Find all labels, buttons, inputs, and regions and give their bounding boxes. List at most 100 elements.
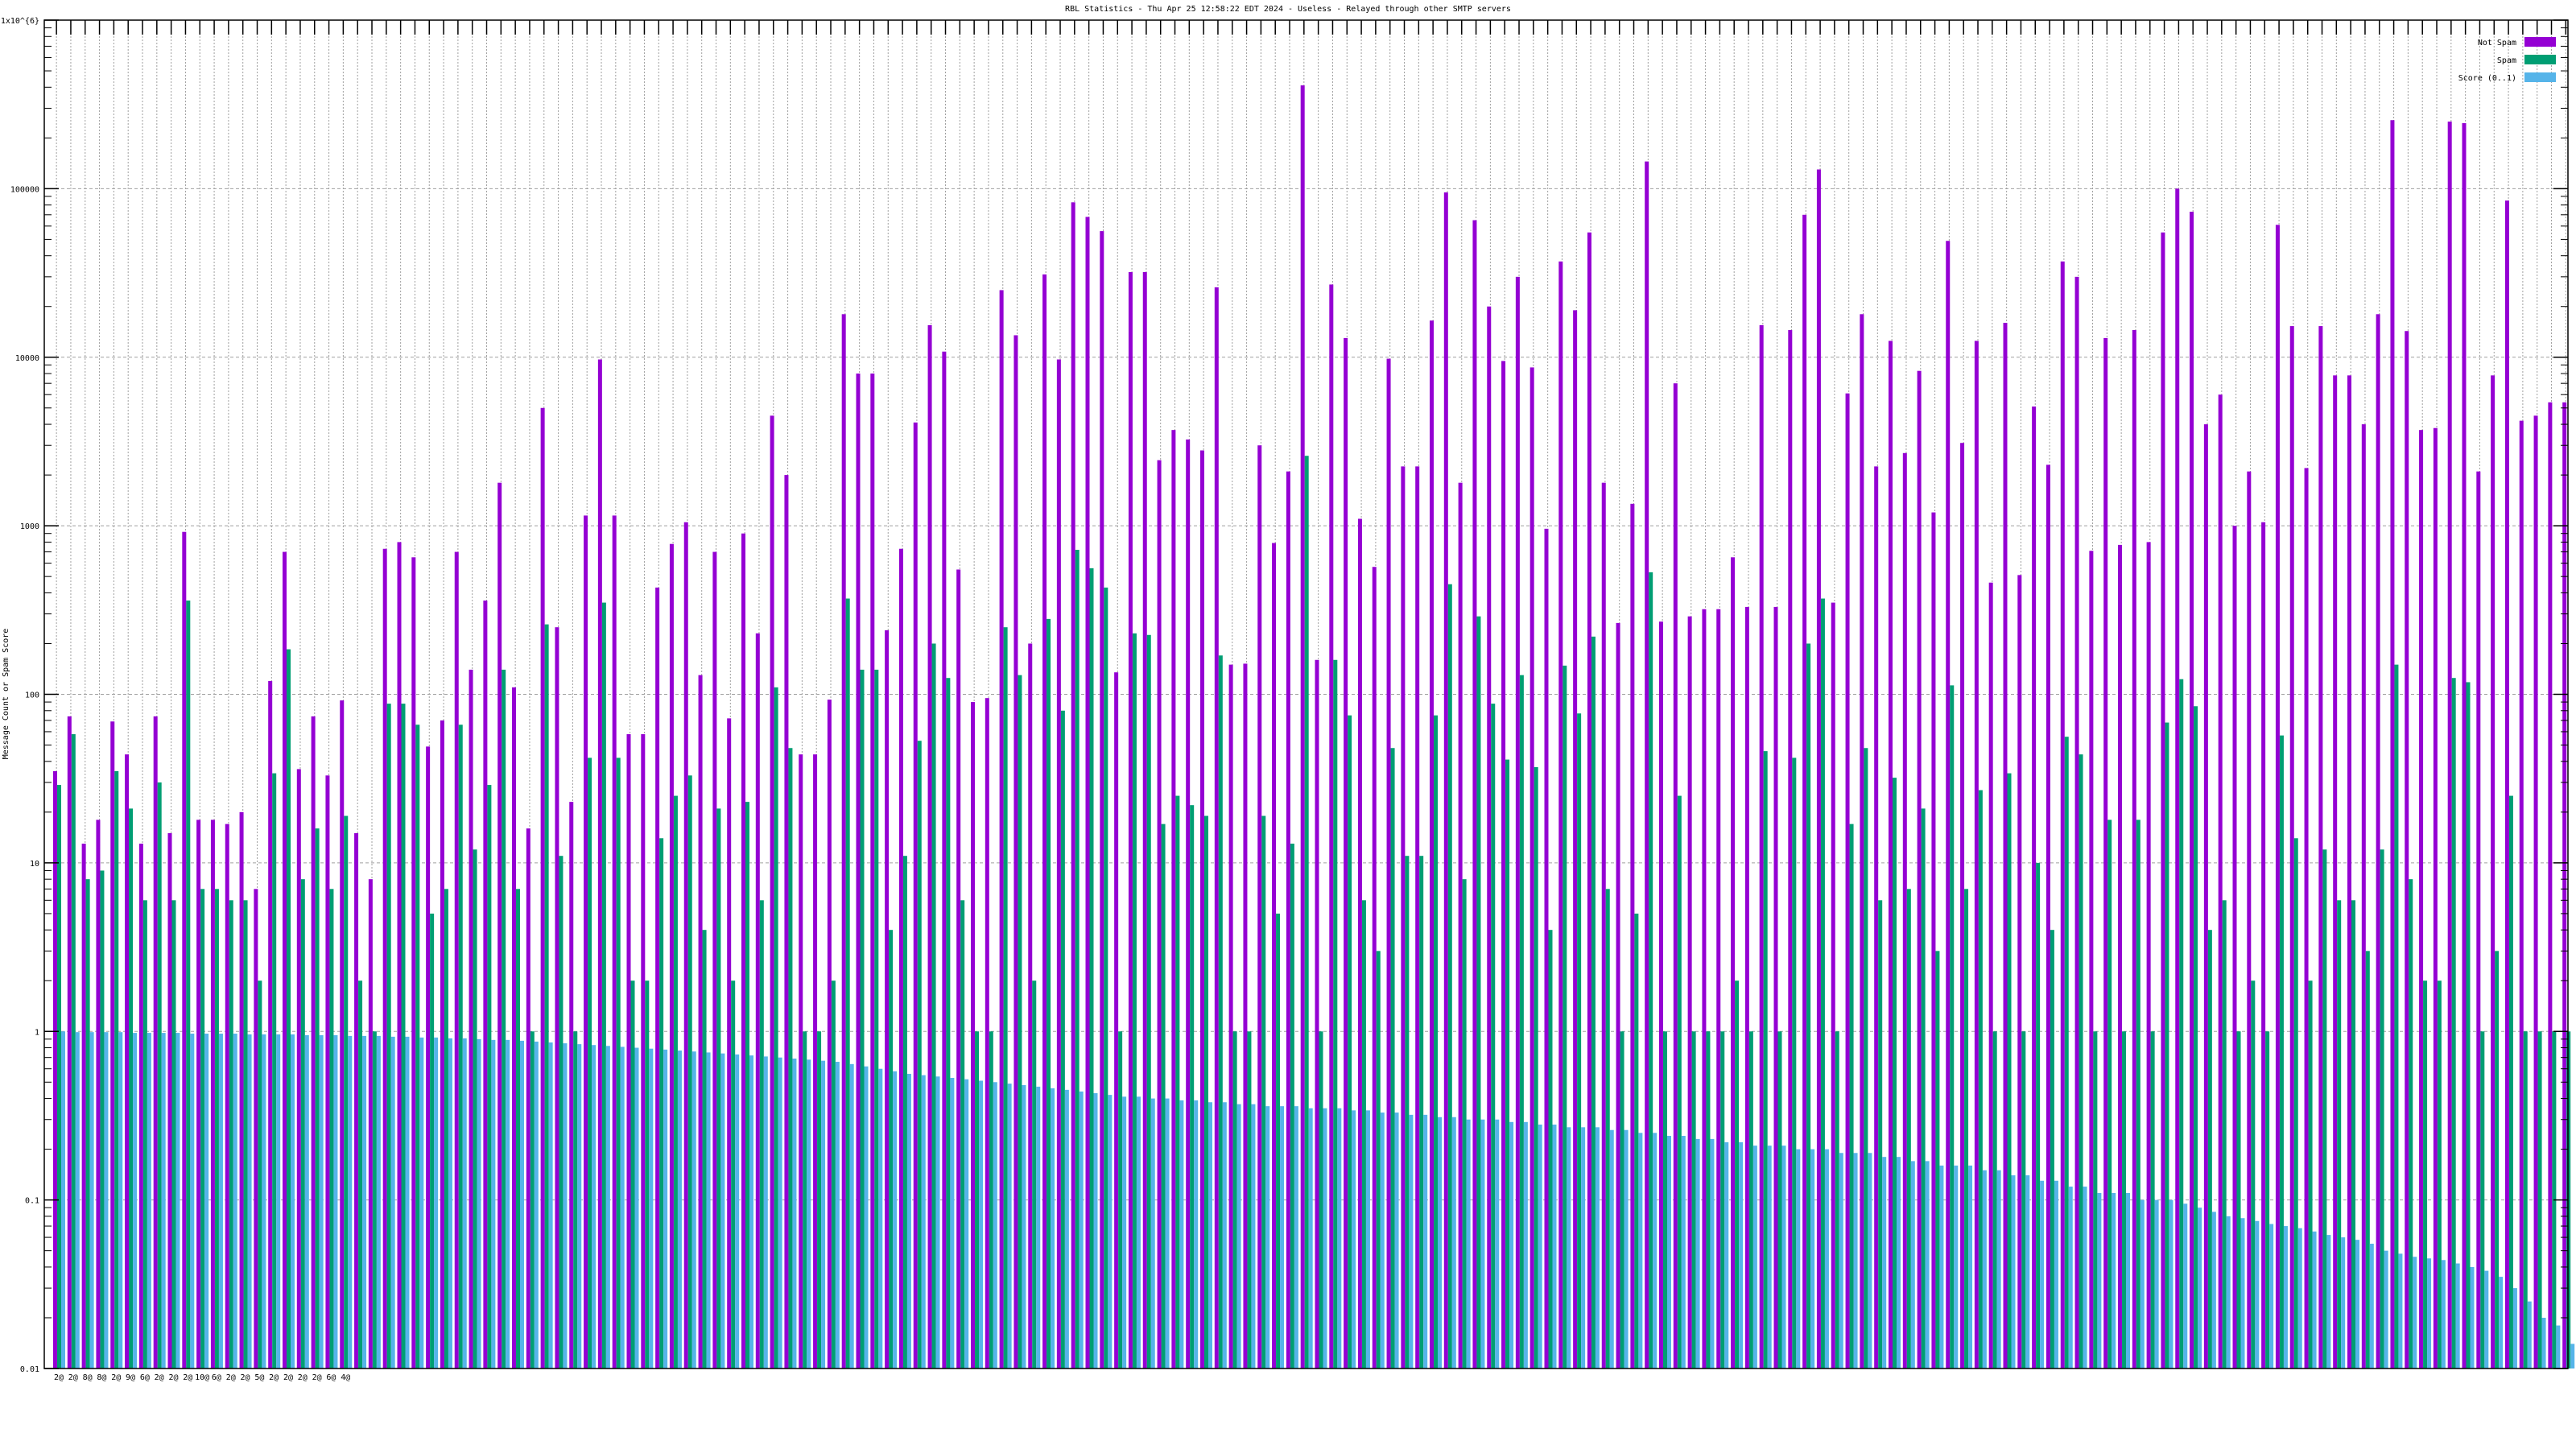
- bar-spam: [2165, 722, 2169, 1368]
- bar-spam: [1348, 715, 1352, 1368]
- bar-score: [2527, 1301, 2532, 1368]
- bar-not-spam: [2118, 544, 2122, 1368]
- bar-score: [1824, 1149, 1829, 1368]
- bar-spam: [372, 1031, 377, 1368]
- bar-spam: [1820, 598, 1825, 1368]
- bar-score: [1638, 1133, 1643, 1368]
- bar-not-spam: [655, 587, 660, 1368]
- bar-score: [1839, 1153, 1843, 1368]
- bar-score: [118, 1032, 123, 1368]
- axes: 0.01 0.1 1 10 100 1000 10000 100000 1x10^{6}: [1, 17, 2569, 1374]
- bar-spam: [1849, 824, 1854, 1368]
- bar-spam: [171, 900, 176, 1368]
- bar-score: [2040, 1180, 2045, 1368]
- bar-not-spam: [971, 702, 975, 1368]
- bar-not-spam: [1272, 543, 1277, 1368]
- bar-spam: [1204, 815, 1208, 1368]
- bar-not-spam: [196, 819, 201, 1368]
- bar-spam: [1763, 751, 1768, 1368]
- bar-score: [348, 1035, 353, 1368]
- bar-not-spam: [2533, 415, 2538, 1368]
- bar-score: [262, 1034, 266, 1368]
- bar-not-spam: [239, 811, 244, 1368]
- bar-spam: [2136, 819, 2140, 1368]
- bar-score: [61, 1031, 65, 1368]
- bar-not-spam: [1515, 276, 1520, 1368]
- bar-not-spam: [1917, 370, 1922, 1369]
- x-tick-label: 5@: [254, 1373, 264, 1382]
- bar-not-spam: [2146, 542, 2151, 1368]
- bar-score: [2126, 1192, 2130, 1368]
- bar-not-spam: [1329, 284, 1334, 1368]
- bar-score: [2384, 1250, 2388, 1368]
- bar-score: [1767, 1146, 1772, 1368]
- bar-spam: [1864, 748, 1868, 1368]
- bar-score: [2398, 1253, 2403, 1368]
- bar-score: [893, 1071, 898, 1368]
- bar-score: [763, 1056, 768, 1368]
- bar-spam: [645, 980, 650, 1368]
- bar-spam: [1434, 715, 1438, 1368]
- bar-spam: [544, 624, 549, 1368]
- bar-spam: [1333, 659, 1338, 1368]
- x-tick-labels: 2@ 2@ 8@ 8@ 2@ 9@ 6@ 2@ 2@ 2@ 10@ 6@ 2@ 2@ 5@ 2@ 2@ 2@ 2@ 6…: [54, 1373, 350, 1382]
- bar-score: [906, 1073, 911, 1368]
- bar-spam: [1146, 634, 1151, 1368]
- bar-score: [1280, 1106, 1285, 1368]
- x-tick-label: 2@: [226, 1373, 236, 1382]
- bar-spam: [2337, 900, 2342, 1368]
- bar-not-spam: [1286, 471, 1290, 1368]
- bar-score: [2025, 1175, 2030, 1368]
- bar-score: [2312, 1231, 2317, 1368]
- bar-not-spam: [1257, 445, 1262, 1368]
- bar-spam: [2236, 1031, 2241, 1368]
- bar-score: [979, 1080, 983, 1368]
- bar-spam: [287, 649, 291, 1368]
- y-tick-label: 10000: [15, 354, 39, 363]
- bar-not-spam: [1344, 337, 1348, 1369]
- legend-swatch: [2524, 55, 2556, 64]
- bar-spam: [2079, 754, 2083, 1368]
- bar-not-spam: [397, 542, 402, 1368]
- bar-score: [1552, 1125, 1557, 1368]
- bar-not-spam: [1544, 528, 1549, 1369]
- bar-spam: [530, 1031, 535, 1368]
- bar-not-spam: [827, 700, 832, 1368]
- bar-spam: [1075, 549, 1080, 1368]
- bar-spam: [1419, 856, 1424, 1368]
- bar-score: [720, 1053, 725, 1368]
- bar-spam: [616, 758, 621, 1368]
- bar-not-spam: [2462, 122, 2467, 1369]
- bar-score: [2427, 1258, 2432, 1368]
- x-tick-label: 8@: [97, 1373, 106, 1382]
- y-tick-label: 0.1: [25, 1197, 39, 1206]
- bar-spam: [516, 889, 520, 1368]
- bar-not-spam: [1673, 383, 1678, 1368]
- y-tick-label: 10: [30, 860, 39, 869]
- bar-not-spam: [712, 551, 717, 1368]
- bar-score: [2112, 1192, 2116, 1368]
- bar-score: [405, 1036, 410, 1368]
- bar-not-spam: [340, 700, 345, 1368]
- bar-not-spam: [1802, 214, 1807, 1368]
- bar-spam: [759, 900, 764, 1368]
- bar-spam: [2207, 930, 2212, 1368]
- bar-spam: [444, 889, 448, 1368]
- bar-score: [605, 1046, 610, 1368]
- bar-spam: [2437, 980, 2442, 1368]
- bar-not-spam: [1587, 232, 1591, 1368]
- bar-not-spam: [1415, 466, 1420, 1369]
- bar-score: [749, 1055, 753, 1368]
- bar-score: [390, 1036, 395, 1368]
- bar-not-spam: [2476, 471, 2481, 1368]
- bar-spam: [1978, 790, 1983, 1368]
- bar-not-spam: [2548, 402, 2553, 1369]
- bar-spam: [817, 1031, 822, 1368]
- bar-not-spam: [1960, 443, 1965, 1369]
- bar-not-spam: [898, 548, 903, 1368]
- bar-not-spam: [1487, 306, 1492, 1369]
- bar-spam: [272, 773, 277, 1368]
- bar-not-spam: [2003, 323, 2008, 1368]
- chart-title: RBL Statistics - Thu Apr 25 12:58:22 EDT…: [1065, 5, 1511, 14]
